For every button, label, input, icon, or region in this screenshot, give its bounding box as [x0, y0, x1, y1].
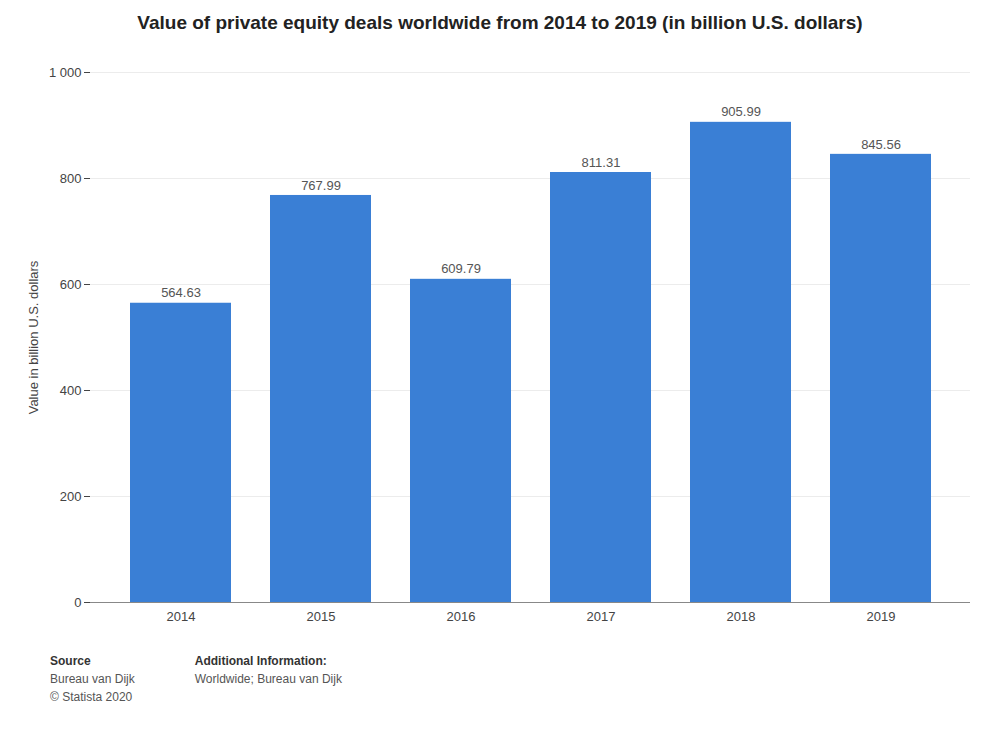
- html-text:© Statista 2020: © Statista 2020: [50, 690, 133, 704]
- svg-text:1 000: 1 000: [49, 65, 82, 80]
- svg-text:564.63: 564.63: [161, 285, 201, 300]
- svg-text:811.31: 811.31: [582, 155, 621, 170]
- html-text:Source: Source: [50, 654, 91, 668]
- html-text:Worldwide; Bureau van Dijk: Worldwide; Bureau van Dijk: [194, 672, 342, 686]
- svg-text:2018: 2018: [727, 609, 756, 624]
- html-text:Additional Information:: Additional Information:: [194, 654, 327, 668]
- svg-text:600: 600: [60, 277, 82, 292]
- svg-text:2015: 2015: [307, 609, 336, 624]
- svg-text:609.79: 609.79: [441, 261, 481, 276]
- svg-text:400: 400: [60, 383, 82, 398]
- svg-text:200: 200: [60, 489, 82, 504]
- svg-text:2016: 2016: [447, 609, 476, 624]
- svg-text:800: 800: [60, 171, 82, 186]
- svg-text:0: 0: [74, 595, 81, 610]
- svg-text:Value in billion U.S. dollars: Value in billion U.S. dollars: [26, 260, 41, 414]
- svg-text:2014: 2014: [167, 609, 196, 624]
- svg-text:905.99: 905.99: [721, 104, 761, 119]
- svg-text:2019: 2019: [867, 609, 896, 624]
- svg-text:2017: 2017: [587, 609, 616, 624]
- html-text:Bureau van Dijk: Bureau van Dijk: [50, 672, 135, 686]
- svg-text:845.56: 845.56: [861, 137, 901, 152]
- svg-text:767.99: 767.99: [301, 178, 341, 193]
- html-text:Value of private equity deals: Value of private equity deals worldwide …: [137, 12, 863, 33]
